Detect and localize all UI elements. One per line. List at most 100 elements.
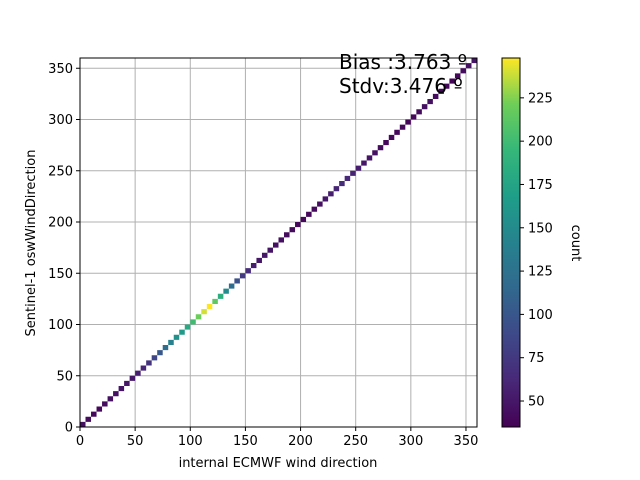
histogram-bin	[465, 63, 472, 69]
histogram-bin	[146, 360, 152, 366]
histogram-bin	[102, 401, 108, 407]
x-tick-label: 350	[454, 434, 479, 449]
histogram-bin	[107, 396, 114, 402]
histogram-bin	[449, 78, 455, 84]
colorbar-tick-label: 50	[528, 395, 545, 410]
axes-frame	[79, 57, 478, 428]
histogram-bin	[118, 386, 125, 392]
histogram-bin	[355, 165, 362, 171]
histogram-bin	[190, 319, 196, 325]
colorbar-tick-label: 225	[528, 91, 553, 106]
x-axis-label: internal ECMWF wind direction	[179, 456, 378, 471]
y-tick-label: 150	[48, 267, 73, 282]
y-tick-label: 100	[48, 318, 73, 333]
histogram-bin	[212, 298, 218, 304]
grid-lines	[80, 58, 477, 427]
y-axis-ticks: 0 50 100 150 200 250 300 350	[48, 62, 80, 436]
histogram-bin	[377, 145, 384, 151]
histogram-bin	[317, 201, 323, 207]
histogram-bin	[168, 339, 174, 345]
bias-annotation: Bias :3.763 º	[339, 50, 467, 74]
y-tick-label: 250	[48, 164, 73, 179]
colorbar-gradient	[501, 57, 521, 428]
x-tick-label: 200	[288, 434, 313, 449]
histogram-bin	[306, 211, 312, 217]
histogram-bin	[361, 160, 367, 166]
histogram-bin	[410, 114, 417, 120]
histogram-bin	[416, 109, 422, 115]
histogram-bin	[311, 206, 318, 212]
y-tick-label: 350	[48, 62, 73, 77]
colorbar-tick-label: 150	[528, 221, 553, 236]
histogram-bin	[250, 263, 257, 269]
histogram-bin	[206, 304, 213, 310]
histogram-bin	[432, 93, 439, 99]
histogram-bin	[91, 411, 97, 417]
histogram-bin	[289, 227, 296, 233]
histogram-bin	[256, 257, 262, 263]
histogram-bin	[267, 247, 273, 253]
colorbar-tick-label: 175	[528, 178, 553, 193]
histogram-bin	[388, 134, 395, 140]
histogram-bin	[179, 329, 185, 335]
histogram-bin	[460, 68, 466, 74]
x-tick-label: 150	[233, 434, 258, 449]
histogram-bin	[195, 314, 202, 320]
histogram-bin	[344, 175, 351, 181]
histogram-bin	[201, 309, 207, 315]
histogram-bin	[234, 278, 240, 284]
y-tick-label: 50	[56, 369, 73, 384]
colorbar: 50 75 100 125 150 175 200 225 count	[501, 57, 583, 428]
x-tick-label: 250	[343, 434, 368, 449]
histogram-bin	[124, 380, 130, 386]
histogram-bin	[173, 334, 180, 340]
y-tick-label: 0	[65, 421, 73, 436]
histogram-bin	[405, 119, 411, 125]
histogram-bin	[228, 283, 235, 289]
colorbar-label: count	[568, 225, 583, 262]
histogram-bin	[80, 421, 86, 427]
y-axis-label: Sentinel-1 oswWindDirection	[24, 150, 39, 337]
histogram-bin	[427, 99, 433, 105]
histogram-bin	[223, 288, 229, 294]
colorbar-tick-label: 200	[528, 135, 553, 150]
histogram-bin	[151, 355, 158, 361]
x-tick-label: 0	[76, 434, 84, 449]
histogram-bin	[85, 416, 92, 422]
histogram-bin	[300, 216, 307, 222]
histogram-bin	[333, 186, 340, 192]
y-tick-label: 200	[48, 216, 73, 231]
histogram-bin	[135, 370, 141, 376]
plot-area: 0 50 100 150 200 250 300 350 0 50 100 150 200 250 300…	[48, 57, 479, 449]
histogram-bin	[350, 170, 356, 176]
histogram-bin	[372, 150, 378, 156]
y-tick-label: 300	[48, 113, 73, 128]
histogram-bin	[438, 88, 444, 94]
colorbar-tick-label: 100	[528, 308, 553, 323]
x-tick-label: 300	[398, 434, 423, 449]
histogram-bin	[140, 365, 147, 371]
histogram-bin	[261, 252, 268, 258]
histogram-bin	[96, 406, 103, 412]
x-tick-label: 50	[127, 434, 144, 449]
histogram-bin	[129, 375, 136, 381]
histogram-bin	[217, 293, 224, 299]
x-tick-label: 100	[178, 434, 203, 449]
histogram-bin	[162, 345, 169, 351]
histogram-bin	[366, 155, 373, 161]
histogram-bin	[421, 104, 428, 110]
histogram-bin	[394, 129, 400, 135]
histogram-bin	[383, 140, 389, 146]
histogram-bin	[245, 268, 251, 274]
colorbar-tick-label: 75	[528, 351, 545, 366]
histogram-bin	[471, 58, 477, 64]
colorbar-ticks: 50 75 100 125 150 175 200 225	[520, 91, 553, 410]
histogram-bin	[239, 273, 246, 279]
histogram-bin	[272, 242, 279, 248]
histogram-bin	[322, 196, 329, 202]
histogram-bins	[80, 58, 477, 427]
histogram-bin	[328, 191, 334, 197]
histogram-bin	[399, 124, 406, 130]
histogram-bin	[339, 181, 345, 187]
